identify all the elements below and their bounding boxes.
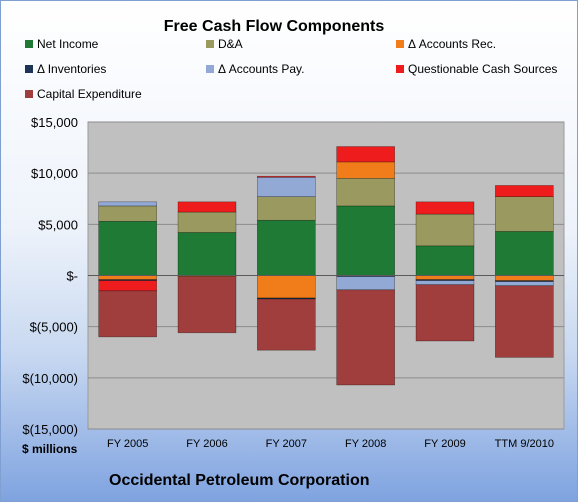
bar-segment bbox=[495, 231, 554, 276]
y-tick-label: $(5,000) bbox=[30, 320, 78, 335]
x-axis: FY 2005 FY 2006 FY 2007 FY 2008 FY 2009 TTM 9… bbox=[107, 438, 554, 450]
x-tick-label: FY 2007 bbox=[266, 438, 307, 450]
bar-segment bbox=[495, 185, 554, 198]
y-tick-label: $(10,000) bbox=[22, 371, 78, 386]
bar-segment bbox=[98, 280, 157, 292]
bar-segment bbox=[257, 275, 316, 299]
y-tick-label: $5,000 bbox=[38, 217, 78, 232]
legend-swatch bbox=[206, 40, 214, 48]
bar-segment bbox=[415, 275, 475, 280]
legend-swatch bbox=[396, 40, 404, 48]
bar-segment bbox=[336, 161, 395, 179]
legend-label: Δ Accounts Pay. bbox=[218, 62, 305, 76]
x-tick-label: FY 2006 bbox=[186, 438, 227, 450]
bar-segment bbox=[257, 196, 316, 221]
bar-segment bbox=[257, 298, 316, 351]
y-tick-label: $- bbox=[66, 269, 78, 284]
x-tick-label: FY 2009 bbox=[424, 438, 465, 450]
bar-segment bbox=[98, 201, 157, 207]
legend-label: Questionable Cash Sources bbox=[408, 62, 557, 76]
chart-title: Free Cash Flow Components bbox=[164, 18, 385, 35]
gridlines bbox=[88, 121, 564, 430]
legend-label: Δ Accounts Rec. bbox=[408, 37, 496, 51]
bar-segment bbox=[415, 201, 475, 215]
bar-segment bbox=[177, 232, 237, 276]
x-tick-label: TTM 9/2010 bbox=[495, 438, 554, 450]
legend-label: Δ Inventories bbox=[37, 62, 106, 76]
bar-segment bbox=[177, 211, 237, 233]
y-axis-unit-label: $ millions bbox=[22, 442, 78, 456]
legend-swatch bbox=[25, 65, 33, 73]
bar-segment bbox=[415, 280, 475, 286]
legend-swatch bbox=[25, 90, 33, 98]
bar-segment bbox=[495, 281, 554, 287]
bar-segment bbox=[177, 201, 237, 213]
bar-segment bbox=[98, 290, 157, 338]
bar-segment bbox=[257, 219, 316, 276]
y-tick-label: $15,000 bbox=[31, 115, 78, 130]
x-tick-label: FY 2005 bbox=[107, 438, 148, 450]
company-name: Occidental Petroleum Corporation bbox=[109, 472, 370, 489]
bar-segment bbox=[495, 285, 554, 358]
y-tick-label: $10,000 bbox=[31, 166, 78, 181]
legend: Net Income D&A Δ Accounts Rec. Δ Inventorie… bbox=[25, 37, 557, 101]
bar-segment bbox=[98, 205, 157, 222]
bar-segment bbox=[415, 245, 475, 276]
bar-segment bbox=[336, 146, 395, 163]
legend-swatch bbox=[25, 40, 33, 48]
bar-segment bbox=[415, 213, 475, 247]
legend-swatch bbox=[396, 65, 404, 73]
y-tick-label: $(15,000) bbox=[22, 422, 78, 437]
bar-segment bbox=[257, 175, 316, 178]
bar-segment bbox=[495, 275, 554, 281]
x-tick-label: FY 2008 bbox=[345, 438, 386, 450]
bar-segment bbox=[336, 289, 395, 386]
bar-segment bbox=[336, 205, 395, 276]
bar-segment bbox=[336, 177, 395, 207]
bar-segment bbox=[98, 275, 157, 280]
legend-swatch bbox=[206, 65, 214, 73]
bar-segment bbox=[177, 276, 237, 334]
bar-segment bbox=[98, 220, 157, 276]
y-axis: $15,000 $10,000 $5,000 $- $(5,000) $(10,000) $… bbox=[22, 115, 78, 437]
bars bbox=[88, 146, 564, 386]
bar-segment bbox=[495, 196, 554, 232]
legend-label: D&A bbox=[218, 37, 243, 51]
bar-segment bbox=[257, 176, 316, 198]
bar-segment bbox=[336, 276, 395, 291]
legend-label: Net Income bbox=[37, 37, 99, 51]
bar-segment bbox=[415, 284, 475, 342]
legend-label: Capital Expenditure bbox=[37, 87, 142, 101]
